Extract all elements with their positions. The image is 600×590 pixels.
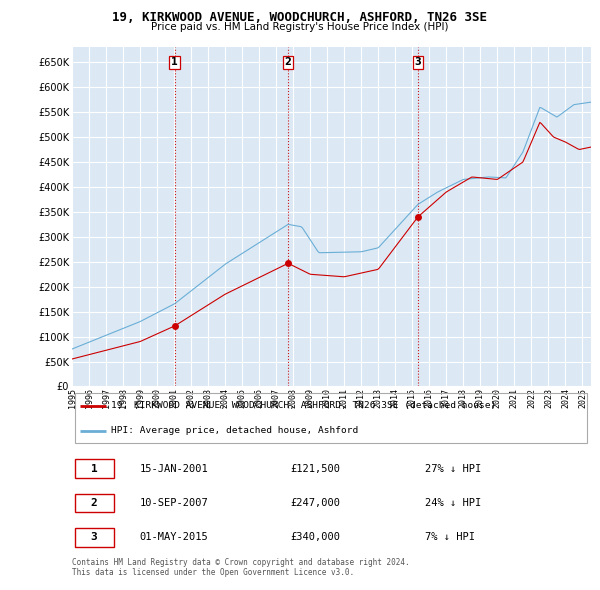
- Text: 15-JAN-2001: 15-JAN-2001: [139, 464, 208, 474]
- Text: 1: 1: [91, 464, 97, 474]
- Text: 2: 2: [91, 498, 97, 508]
- Text: 3: 3: [91, 532, 97, 542]
- Bar: [74, 493, 113, 513]
- Text: 2: 2: [285, 57, 292, 67]
- Text: 27% ↓ HPI: 27% ↓ HPI: [425, 464, 481, 474]
- Text: 3: 3: [415, 57, 421, 67]
- Text: 24% ↓ HPI: 24% ↓ HPI: [425, 498, 481, 508]
- Text: 19, KIRKWOOD AVENUE, WOODCHURCH, ASHFORD, TN26 3SE: 19, KIRKWOOD AVENUE, WOODCHURCH, ASHFORD…: [113, 11, 487, 24]
- Text: Price paid vs. HM Land Registry's House Price Index (HPI): Price paid vs. HM Land Registry's House …: [151, 22, 449, 32]
- Text: 10-SEP-2007: 10-SEP-2007: [139, 498, 208, 508]
- Text: Contains HM Land Registry data © Crown copyright and database right 2024.
This d: Contains HM Land Registry data © Crown c…: [72, 558, 410, 577]
- Text: HPI: Average price, detached house, Ashford: HPI: Average price, detached house, Ashf…: [111, 427, 358, 435]
- Bar: [74, 459, 113, 478]
- Text: 19, KIRKWOOD AVENUE, WOODCHURCH, ASHFORD, TN26 3SE (detached house): 19, KIRKWOOD AVENUE, WOODCHURCH, ASHFORD…: [111, 401, 496, 410]
- Text: £121,500: £121,500: [290, 464, 340, 474]
- Bar: [74, 528, 113, 547]
- Text: 01-MAY-2015: 01-MAY-2015: [139, 532, 208, 542]
- Text: £340,000: £340,000: [290, 532, 340, 542]
- Text: £247,000: £247,000: [290, 498, 340, 508]
- Text: 1: 1: [172, 57, 178, 67]
- Text: 7% ↓ HPI: 7% ↓ HPI: [425, 532, 475, 542]
